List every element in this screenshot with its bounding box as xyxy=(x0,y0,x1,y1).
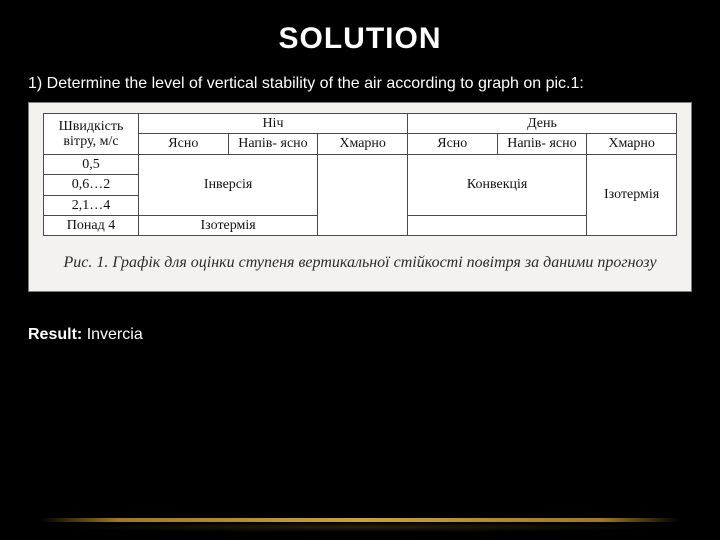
cell-empty xyxy=(318,154,408,236)
header-day-semi: Напів- ясно xyxy=(497,134,587,154)
cell-isotherm-a: Ізотермія xyxy=(138,215,317,235)
table-row: Ясно Напів- ясно Хмарно Ясно Напів- ясно… xyxy=(44,134,677,154)
result-value: Invercia xyxy=(87,326,143,343)
slide-title: SOLUTION xyxy=(0,0,720,74)
cell-empty xyxy=(407,215,586,235)
header-night-cloudy: Хмарно xyxy=(318,134,408,154)
wind-cell: 2,1…4 xyxy=(44,195,139,215)
stability-table: Швидкість вітру, м/с Ніч День Ясно Напів… xyxy=(43,113,677,236)
wind-cell: 0,6…2 xyxy=(44,175,139,195)
accent-shadow xyxy=(40,522,680,532)
intro-text: 1) Determine the level of vertical stabi… xyxy=(0,74,720,98)
header-wind: Швидкість вітру, м/с xyxy=(44,114,139,155)
header-night-semi: Напів- ясно xyxy=(228,134,318,154)
cell-inversion: Інверсія xyxy=(138,154,317,215)
wind-cell: 0,5 xyxy=(44,154,139,174)
header-day-cloudy: Хмарно xyxy=(587,134,677,154)
header-day-clear: Ясно xyxy=(407,134,497,154)
figure-caption: Рис. 1. Графік для оцінки ступеня вертик… xyxy=(43,236,677,280)
table-row: 0,5 Інверсія Конвекція Ізотермія xyxy=(44,154,677,174)
header-day: День xyxy=(407,114,676,134)
header-night: Ніч xyxy=(138,114,407,134)
header-night-clear: Ясно xyxy=(138,134,228,154)
figure-container: Швидкість вітру, м/с Ніч День Ясно Напів… xyxy=(28,102,692,292)
wind-cell: Понад 4 xyxy=(44,215,139,235)
cell-convection: Конвекція xyxy=(407,154,586,215)
result-label: Result: xyxy=(28,326,82,343)
cell-isotherm-b: Ізотермія xyxy=(587,154,677,236)
result-line: Result: Invercia xyxy=(0,292,720,344)
table-row: Швидкість вітру, м/с Ніч День xyxy=(44,114,677,134)
figure-inner: Швидкість вітру, м/с Ніч День Ясно Напів… xyxy=(29,103,691,291)
